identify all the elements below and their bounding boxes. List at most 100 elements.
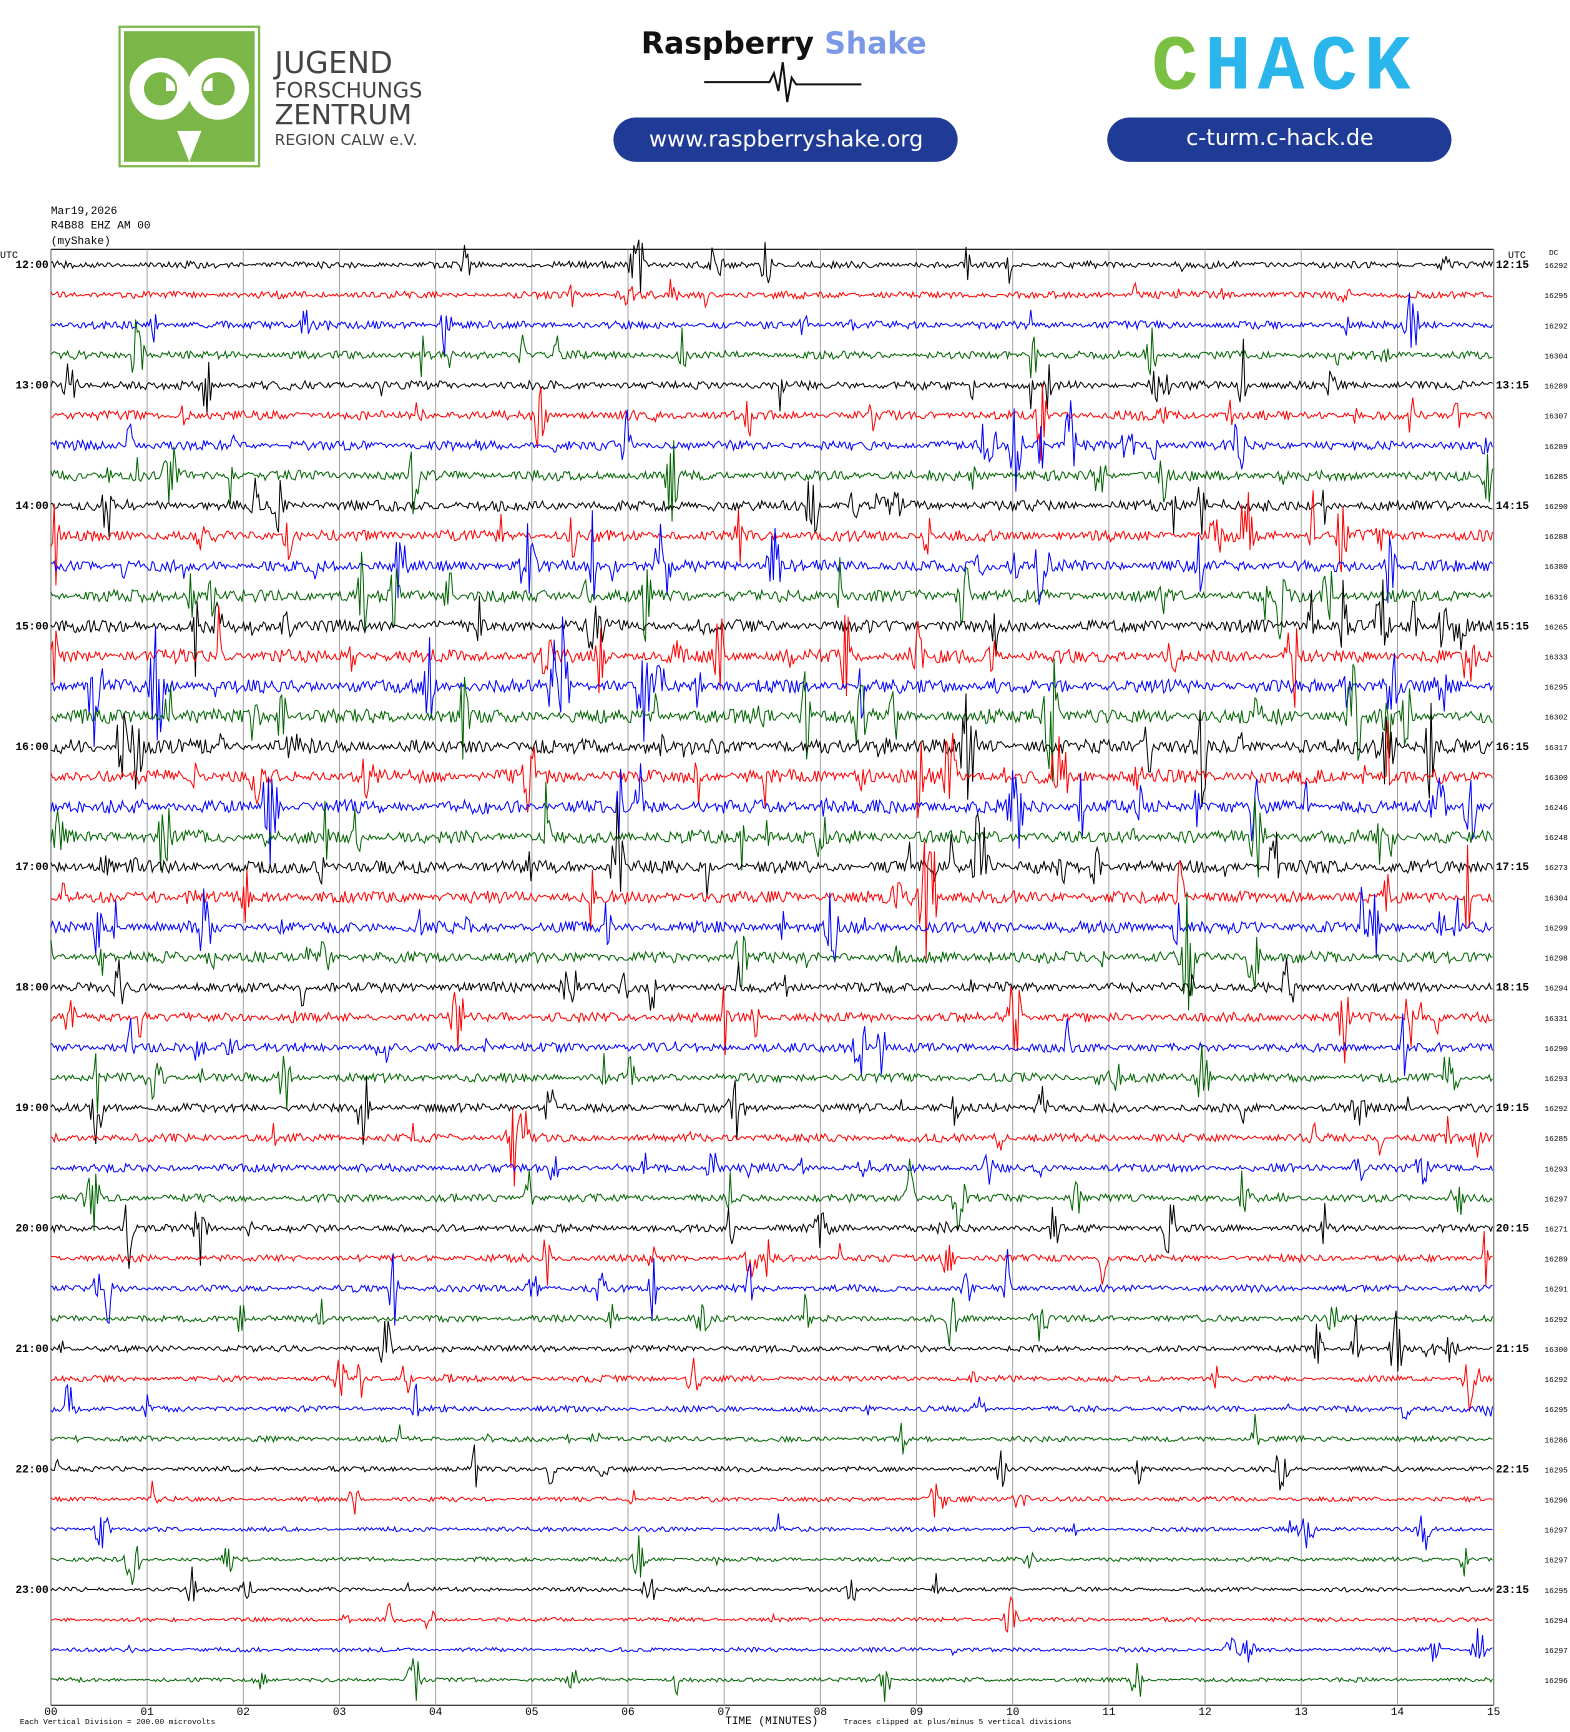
hour-label: 14:15: [1496, 501, 1530, 513]
hour-label: 21:00: [16, 1344, 49, 1356]
seismic-trace: [50, 1076, 1493, 1145]
seismic-trace: [50, 958, 1493, 1011]
hour-label: 23:00: [16, 1585, 49, 1597]
seismic-trace: [50, 841, 1493, 960]
hour-label: 14:00: [16, 501, 49, 513]
seismic-trace: [50, 383, 1493, 461]
dc-value: 16316: [1545, 594, 1569, 602]
hour-label: 18:00: [16, 983, 49, 995]
dc-value: 16293: [1545, 1076, 1569, 1084]
dc-value: 16286: [1545, 1437, 1569, 1445]
dc-value: 16271: [1545, 1227, 1569, 1235]
x-tick-label: 06: [621, 1707, 634, 1719]
dc-value: 16290: [1545, 504, 1569, 512]
hour-label: 15:15: [1496, 621, 1530, 633]
dc-value: 16300: [1545, 1347, 1569, 1355]
seismic-trace: [50, 985, 1493, 1064]
seismic-trace: [50, 551, 1493, 642]
dc-value: 16285: [1545, 474, 1569, 482]
dc-value: 16302: [1545, 715, 1569, 723]
dc-value: 16333: [1545, 654, 1569, 662]
x-tick-label: 07: [718, 1707, 731, 1719]
logo-text: ZENTRUM: [275, 98, 412, 131]
dc-value: 16298: [1545, 956, 1569, 964]
dc-value: 16285: [1545, 1136, 1569, 1144]
dc-value: 16288: [1545, 534, 1569, 542]
dc-value: 16291: [1545, 1287, 1569, 1295]
dc-value: 16296: [1545, 1678, 1569, 1686]
dc-value: 16307: [1545, 414, 1569, 422]
logo-word: Raspberry: [641, 26, 814, 61]
dc-value: 16289: [1545, 384, 1569, 392]
seismic-trace: [50, 801, 1493, 898]
hour-label: 23:15: [1496, 1585, 1530, 1597]
seismic-trace: [50, 891, 1493, 1011]
seismic-trace: [50, 1013, 1493, 1077]
x-tick-label: 12: [1198, 1707, 1211, 1719]
dc-value: 16292: [1545, 1106, 1569, 1114]
hour-label: 20:00: [16, 1224, 49, 1236]
dc-value: 16292: [1545, 263, 1569, 271]
hour-label: 12:00: [16, 260, 49, 272]
chack-logo: CHACK c-turm.c-hack.de: [1107, 25, 1452, 162]
seismic-trace: [50, 1044, 1493, 1114]
link-button[interactable]: [1107, 117, 1452, 162]
hour-label: 13:15: [1496, 381, 1530, 393]
link-text[interactable]: c-turm.c-hack.de: [1186, 125, 1374, 151]
clip-note: Traces clipped at plus/minus 5 vertical …: [844, 1719, 1072, 1727]
seismic-trace: [50, 1231, 1493, 1286]
tz-label: UTC: [1508, 250, 1526, 261]
dc-value: 16295: [1545, 685, 1569, 693]
seismic-trace: [50, 400, 1493, 492]
logo-text: FORSCHUNGS: [275, 78, 423, 103]
tz-label: UTC: [0, 250, 18, 261]
jfz-logo: JUGEND FORSCHUNGS ZENTRUM REGION CALW e.…: [118, 25, 423, 168]
seismic-trace: [50, 1293, 1493, 1347]
dc-value: 16295: [1545, 293, 1569, 301]
hour-label: 20:15: [1496, 1224, 1530, 1236]
dc-value: 16294: [1545, 986, 1569, 994]
dc-value: 16304: [1545, 895, 1569, 903]
date: Mar19,2026: [51, 206, 117, 218]
seismic-trace: [50, 1107, 1493, 1187]
hour-label: 17:00: [16, 862, 49, 874]
link-button[interactable]: [613, 117, 958, 162]
hour-label: 19:00: [16, 1103, 49, 1115]
hour-label: 16:15: [1496, 742, 1530, 754]
x-tick-label: 09: [910, 1707, 923, 1719]
dc-value: 16248: [1545, 835, 1569, 843]
seismic-trace: [50, 579, 1493, 677]
seismic-trace: [50, 1202, 1493, 1269]
hour-label: 12:15: [1496, 260, 1530, 272]
station: R4B88 EHZ AM 00: [51, 220, 151, 232]
logo-word: Shake: [824, 26, 926, 61]
link-text[interactable]: www.raspberryshake.org: [649, 126, 923, 152]
x-tick-label: 05: [525, 1707, 538, 1719]
dc-value: 16292: [1545, 1377, 1569, 1385]
owner: (myShake): [51, 236, 111, 248]
hour-label: 13:00: [16, 381, 49, 393]
seismic-trace: [50, 1158, 1493, 1232]
hour-label: 16:00: [16, 742, 49, 754]
seismic-trace: [50, 1310, 1493, 1372]
dc-value: 16297: [1545, 1196, 1569, 1204]
seismic-trace: [50, 292, 1493, 356]
seismic-trace: [50, 886, 1493, 963]
hour-label: 18:15: [1496, 983, 1530, 995]
x-tick-label: 15: [1487, 1707, 1500, 1719]
dc-value: 16331: [1545, 1016, 1569, 1024]
logo-text: REGION CALW e.V.: [275, 131, 418, 149]
seismic-trace: [50, 239, 1493, 293]
seismic-trace: [50, 1658, 1493, 1702]
dc-value: 16246: [1545, 805, 1569, 813]
dc-value: 16265: [1545, 624, 1569, 632]
seismic-trace: [50, 605, 1493, 708]
dc-value: 16289: [1545, 1257, 1569, 1265]
x-tick-label: 10: [1006, 1707, 1019, 1719]
seismic-trace: [50, 1480, 1493, 1518]
dc-value: 16295: [1545, 1407, 1569, 1415]
dc-value: 16293: [1545, 1166, 1569, 1174]
logo-text: Raspberry Shake: [641, 26, 927, 61]
seismic-trace: [50, 1566, 1493, 1602]
